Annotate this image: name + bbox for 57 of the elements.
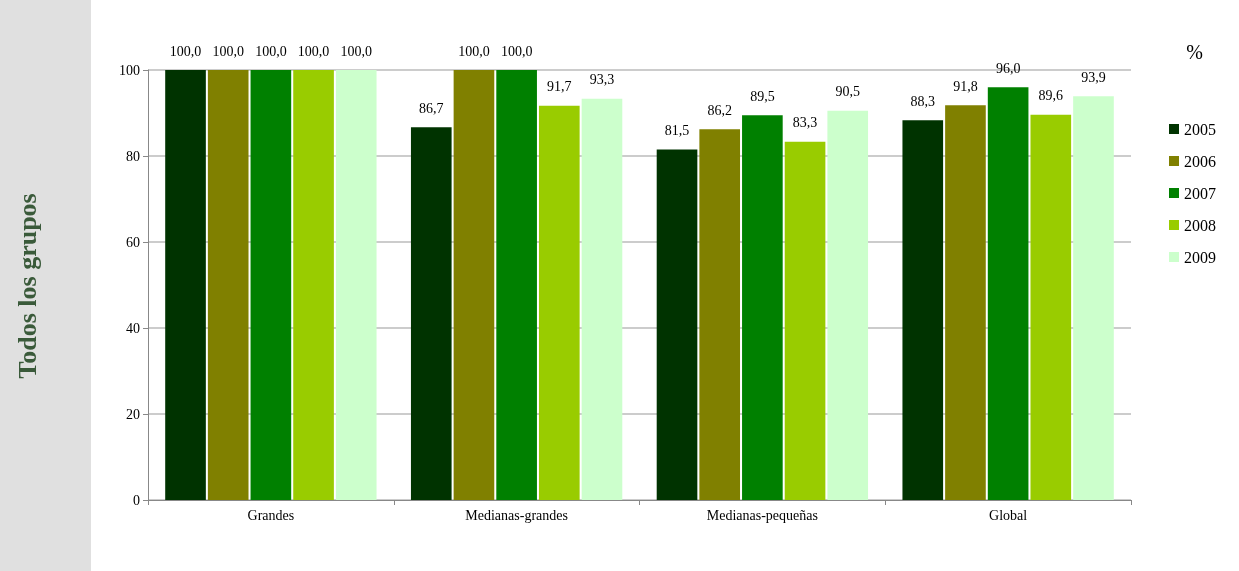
data-label: 83,3	[792, 115, 818, 131]
text: %	[1186, 41, 1204, 63]
data-label: 100,0	[169, 43, 202, 59]
data-label: 86,7	[419, 100, 444, 116]
bar	[207, 70, 249, 500]
bar	[827, 110, 869, 500]
bar	[784, 141, 826, 500]
data-label: 93,9	[1081, 69, 1106, 85]
data-label: 90,5	[835, 84, 860, 100]
data-label: 100,0	[458, 43, 490, 59]
bar	[742, 115, 783, 500]
bar	[293, 70, 334, 500]
x-tick-label: Global	[989, 507, 1028, 523]
legend-label: 2007	[1184, 184, 1216, 202]
data-label: 100,0	[500, 43, 533, 59]
bar	[699, 129, 741, 500]
y-tick-label: 100	[119, 62, 140, 78]
bar	[410, 127, 452, 500]
data-label: 91,8	[953, 78, 978, 94]
data-label: 88,3	[910, 93, 936, 109]
bar	[581, 98, 623, 500]
data-label: 100,0	[212, 43, 244, 59]
bar	[250, 70, 292, 500]
bar	[1030, 114, 1072, 500]
data-label: 96,0	[995, 60, 1021, 76]
data-label: 91,7	[547, 79, 572, 95]
data-label: 81,5	[664, 123, 690, 139]
bar	[656, 149, 698, 500]
bar	[496, 70, 537, 500]
bar	[987, 87, 1029, 500]
data-label: 86,2	[707, 102, 732, 118]
y-tick-label: 60	[126, 234, 140, 250]
legend-label: 2008	[1184, 216, 1216, 234]
legend-label: 2005	[1184, 120, 1216, 138]
data-label: 100,0	[255, 43, 287, 59]
x-tick-label: Medianas-pequeñas	[706, 507, 818, 523]
legend-label: 2009	[1184, 248, 1216, 266]
bar	[1073, 96, 1114, 500]
y-tick-label: 80	[126, 148, 140, 164]
x-tick-label: Medianas-grandes	[465, 507, 568, 523]
y-tick-label: 0	[133, 492, 140, 508]
data-label: 93,3	[589, 72, 615, 88]
y-axis-title: Todos los grupos	[13, 193, 43, 379]
data-label: 89,6	[1038, 88, 1064, 104]
bar	[945, 105, 986, 500]
bar	[335, 70, 377, 500]
bar	[453, 70, 495, 500]
x-tick-label: Grandes	[247, 507, 295, 523]
legend-label: 2006	[1184, 152, 1216, 170]
y-tick-label: 40	[126, 320, 140, 336]
data-label: 100,0	[340, 43, 372, 59]
bar	[902, 120, 944, 500]
data-label: 100,0	[297, 43, 330, 59]
data-label: 89,5	[750, 88, 775, 104]
bar	[165, 70, 206, 500]
y-tick-label: 20	[126, 406, 140, 422]
bar	[538, 105, 580, 500]
